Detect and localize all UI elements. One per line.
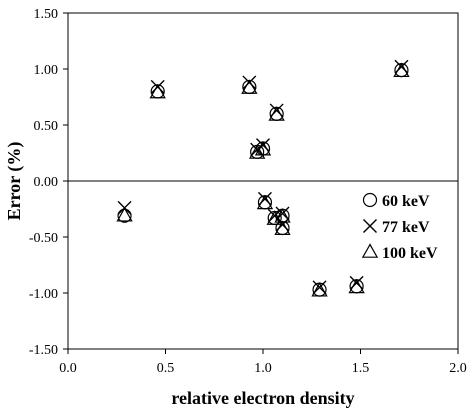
- data-point-circle: [312, 282, 327, 297]
- y-tick-label: 1.00: [34, 63, 59, 78]
- x-stroke: [363, 219, 377, 233]
- data-point-circle: [275, 220, 290, 236]
- data-point-triangle: [254, 140, 272, 156]
- series-60-kev: [117, 63, 409, 297]
- data-point-x: [150, 79, 165, 94]
- data-point-triangle: [256, 194, 274, 210]
- series-100-kev: [116, 62, 410, 297]
- legend: 60 keV 77 keV 100 keV: [361, 192, 438, 262]
- y-tick-label: -0.50: [29, 231, 58, 246]
- x-tick-label: 2.0: [449, 361, 467, 376]
- data-point-circle: [257, 195, 273, 210]
- x-stroke: [242, 75, 257, 90]
- tick-labels: 1.50 1.00 0.50 0.00 -0.50 -1.00 -1.500.0 0.5 1.0…: [29, 7, 467, 376]
- data-point-triangle: [348, 278, 365, 294]
- data-points: [116, 59, 410, 297]
- series-77-kev: [117, 59, 409, 295]
- data-point-triangle: [149, 83, 166, 99]
- x-axis-label: relative electron density: [171, 388, 354, 408]
- data-point-circle: [394, 63, 409, 78]
- data-point-triangle: [248, 144, 266, 159]
- y-axis-label: Error (%): [4, 142, 25, 221]
- data-point-triangle: [393, 62, 410, 78]
- legend-marker-triangle: [361, 243, 379, 258]
- axes: [63, 12, 459, 354]
- data-point-triangle: [274, 220, 291, 235]
- legend-marker-x: [363, 219, 377, 233]
- y-tick-label: -1.00: [29, 287, 58, 302]
- y-tick-label: -1.50: [29, 343, 58, 358]
- x-stroke: [150, 79, 165, 94]
- data-point-circle: [269, 106, 284, 121]
- data-point-triangle: [268, 106, 285, 121]
- x-tick-label: 1.5: [352, 361, 370, 376]
- legend-label: 77 keV: [382, 219, 430, 236]
- legend-label: 60 keV: [382, 193, 430, 210]
- x-tick-label: 1.0: [254, 361, 272, 376]
- legend-marker-circle: [362, 192, 378, 208]
- data-point-circle: [349, 279, 364, 294]
- legend-label: 100 keV: [382, 245, 438, 262]
- x-tick-label: 0.5: [157, 361, 175, 376]
- y-tick-label: 0.50: [34, 119, 59, 134]
- y-tick-label: 1.50: [34, 7, 59, 22]
- data-point-triangle: [311, 282, 328, 297]
- data-point-triangle: [116, 207, 133, 222]
- x-tick-label: 0.0: [59, 361, 77, 376]
- y-tick-label: 0.00: [34, 175, 59, 190]
- data-point-triangle: [241, 79, 258, 94]
- data-point-x: [242, 75, 257, 90]
